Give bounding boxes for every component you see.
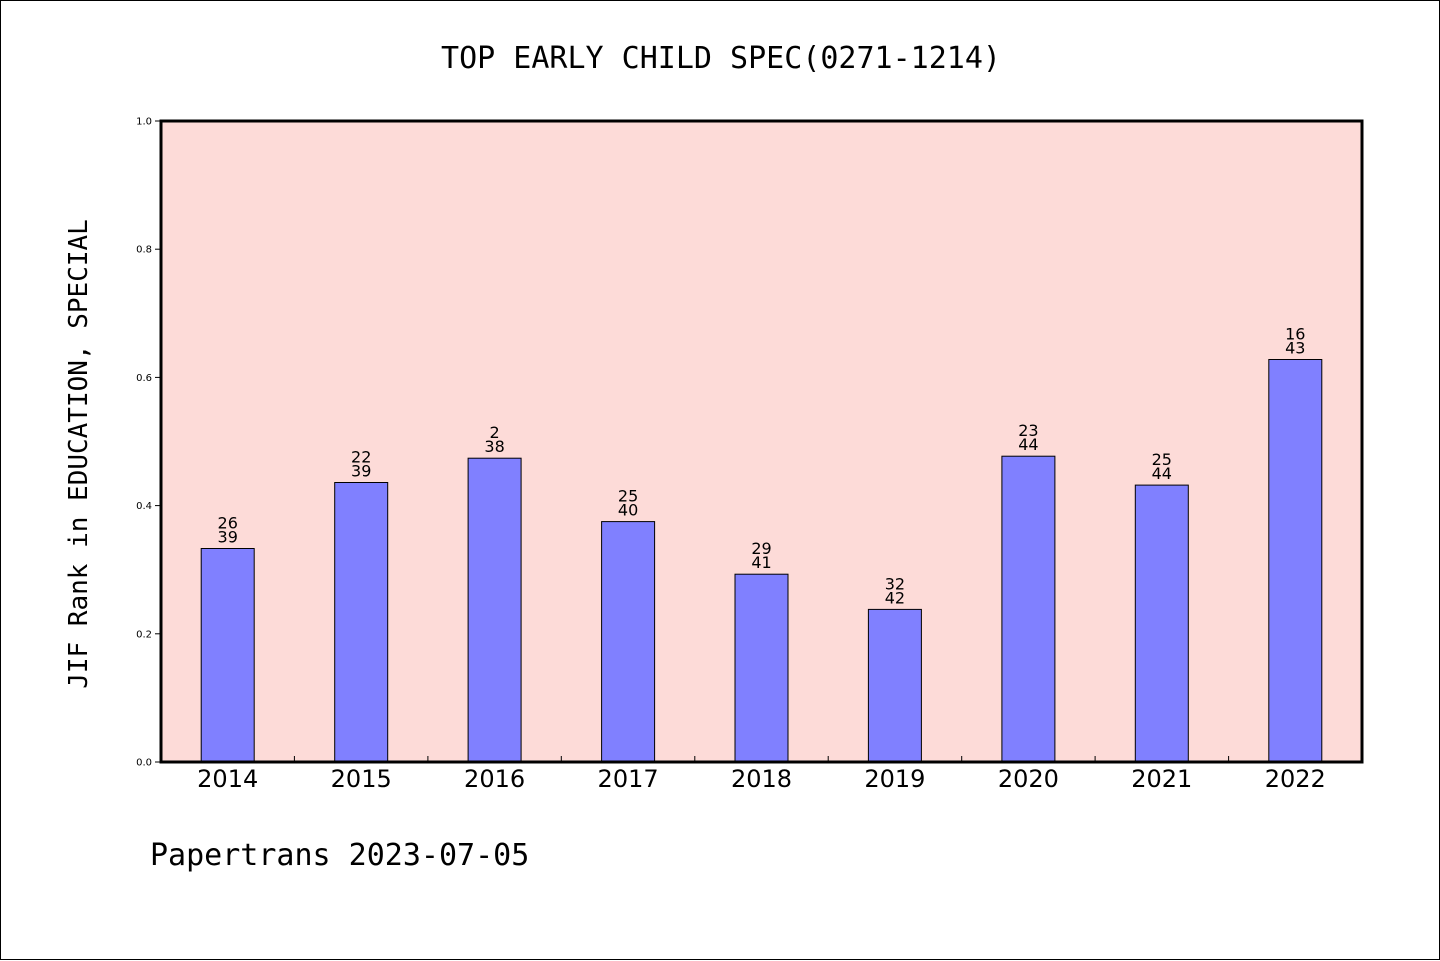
bar-label-total-2014: 39 — [218, 528, 238, 547]
bar-label-total-2021: 44 — [1152, 464, 1172, 483]
bar-label-total-2020: 44 — [1018, 435, 1038, 454]
x-tick-label-2021: 2021 — [1131, 765, 1192, 793]
x-tick-label-2022: 2022 — [1265, 765, 1326, 793]
y-tick-label: 0.8 — [136, 245, 152, 256]
bar-label-rank-2014: 26 — [218, 514, 238, 533]
bar-label-total-2022: 43 — [1285, 339, 1305, 358]
x-tick-label-2019: 2019 — [864, 765, 925, 793]
bar-2016 — [467, 457, 522, 763]
x-tick-label-2015: 2015 — [331, 765, 392, 793]
bar-label-total-2017: 40 — [618, 501, 638, 520]
bar-label-rank-2016: 2 — [490, 423, 500, 442]
x-tick-label-2020: 2020 — [998, 765, 1059, 793]
bar-label-rank-2020: 23 — [1018, 421, 1038, 440]
bar-label-rank-2018: 29 — [751, 539, 771, 558]
y-tick-label: 0.0 — [136, 758, 152, 769]
y-axis-label: JIF Rank in EDUCATION, SPECIAL — [64, 219, 94, 689]
plot-border — [159, 119, 1364, 764]
bar-label-total-2016: 38 — [484, 437, 504, 456]
bar-label-rank-2021: 25 — [1152, 450, 1172, 469]
bar-label-rank-2022: 16 — [1285, 325, 1305, 344]
bar-2020 — [1001, 455, 1056, 763]
ticks-layer: 2014 2015 2016 2017 2018 2019 2020 2021 2022 0.0 0… — [136, 117, 1326, 794]
bar-2015 — [334, 482, 389, 763]
x-tick-label-2017: 2017 — [598, 765, 659, 793]
bar-2017 — [601, 521, 656, 763]
bar-label-total-2018: 41 — [751, 553, 771, 572]
bar-2022 — [1268, 359, 1323, 763]
bar-label-rank-2019: 32 — [885, 574, 905, 593]
footer-credit: Papertrans 2023-07-05 — [150, 838, 529, 873]
x-tick-label-2016: 2016 — [464, 765, 525, 793]
x-tick-label-2018: 2018 — [731, 765, 792, 793]
bar-2019 — [867, 608, 922, 763]
bar-label-rank-2017: 25 — [618, 487, 638, 506]
bar-label-rank-2015: 22 — [351, 448, 371, 467]
bar-2014 — [200, 548, 255, 763]
chart-title: TOP EARLY CHILD SPEC(0271-1214) — [441, 41, 1001, 76]
x-tick-label-2014: 2014 — [197, 765, 258, 793]
bar-label-total-2015: 39 — [351, 462, 371, 481]
bar-2021 — [1134, 484, 1189, 763]
bar-2018 — [734, 573, 789, 763]
y-tick-label: 0.4 — [136, 501, 152, 512]
bar-label-total-2019: 42 — [885, 588, 905, 607]
y-tick-label: 0.2 — [136, 629, 152, 640]
y-tick-label: 0.6 — [136, 373, 152, 384]
y-tick-label: 1.0 — [136, 117, 152, 128]
